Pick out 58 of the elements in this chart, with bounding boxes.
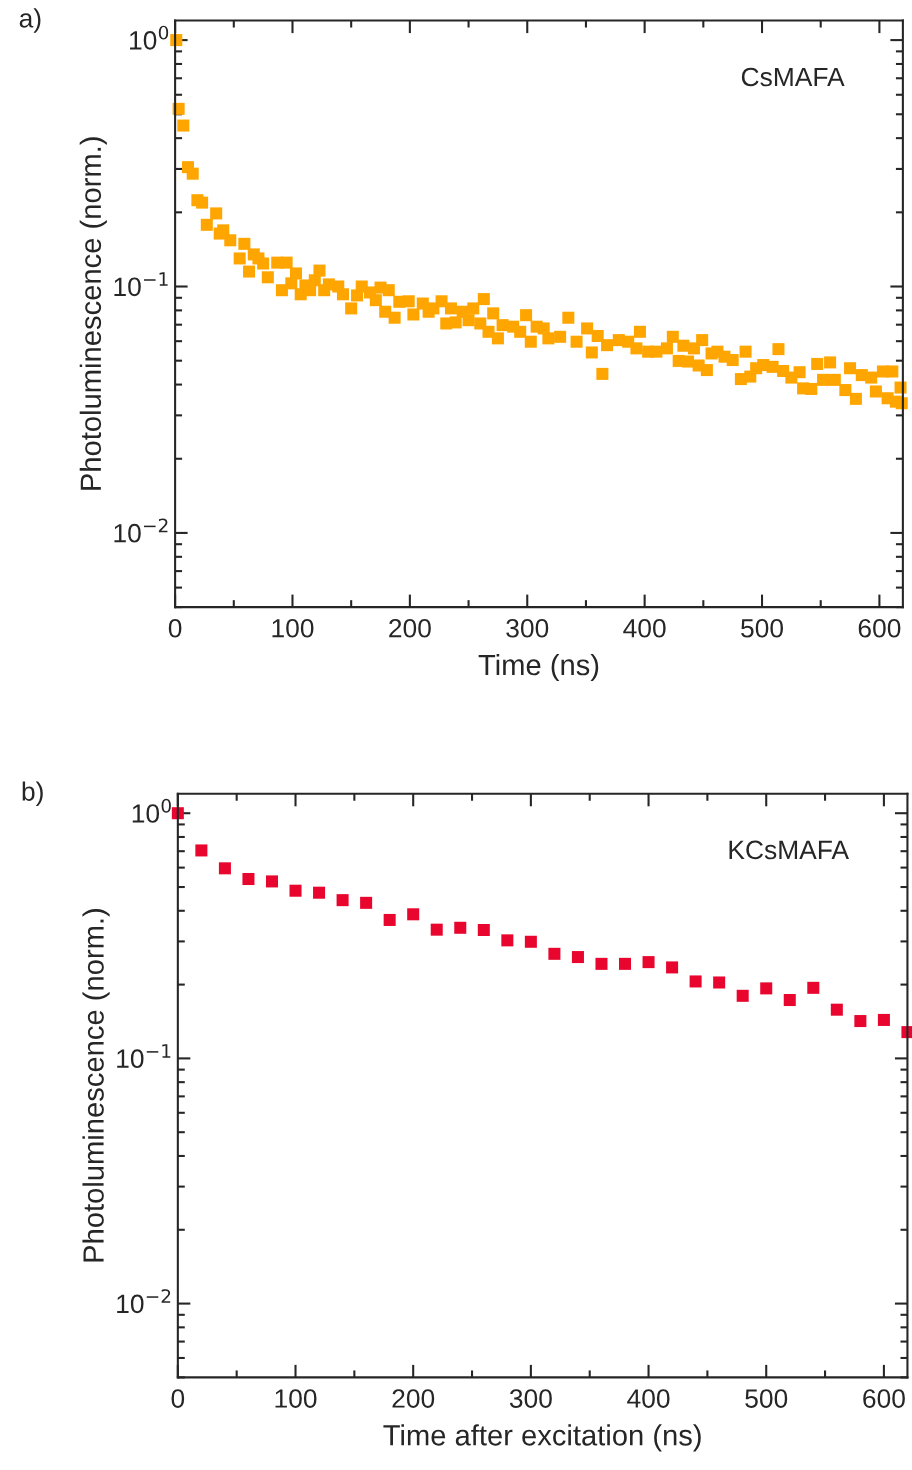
point <box>666 961 679 974</box>
x-tick-label: 0 <box>168 618 182 638</box>
y-axis-title: Photoluminescence (norm.) <box>79 137 107 490</box>
x-tick-label: 300 <box>509 1389 552 1408</box>
x-tick-label: 500 <box>741 618 783 638</box>
point <box>501 934 514 947</box>
annotation: KCsMAFA <box>729 840 850 860</box>
point <box>524 935 537 948</box>
y-tick-label: 10$^{−1}$ <box>117 1044 171 1069</box>
point <box>619 957 632 970</box>
x-tick-label: 600 <box>863 1389 905 1408</box>
point <box>477 923 490 936</box>
text: a) <box>19 8 41 33</box>
point <box>783 994 796 1007</box>
point <box>713 976 726 989</box>
y-tick-label: 10$^{−2}$ <box>117 1289 171 1314</box>
point <box>642 956 655 969</box>
annotation: CsMAFA <box>741 67 845 87</box>
point <box>289 884 302 897</box>
x-axis-title: Time after excitation (ns) <box>383 1424 701 1452</box>
point <box>760 982 773 995</box>
point <box>548 947 561 960</box>
point <box>854 1015 867 1028</box>
x-tick-label: 200 <box>389 618 431 638</box>
y-tick-label: 10$^{−2}$ <box>114 518 168 543</box>
x-tick-label: 200 <box>392 1389 435 1408</box>
y-axis-title: Photoluminescence (norm.) <box>82 909 110 1262</box>
y-tick-label: 10$^{−1}$ <box>114 272 168 297</box>
text: b) <box>22 781 43 807</box>
point <box>383 913 396 926</box>
y-tick-label: 10$^{0}$ <box>130 25 169 50</box>
point <box>877 1013 890 1026</box>
point <box>336 894 349 907</box>
point <box>407 908 420 921</box>
x-tick-label: 600 <box>858 618 901 638</box>
x-tick-label: 500 <box>745 1389 788 1408</box>
point <box>360 896 373 909</box>
point <box>689 975 702 988</box>
point <box>242 873 255 886</box>
point <box>830 1003 843 1016</box>
x-tick-label: 100 <box>275 1389 317 1408</box>
y-tick-label: 10$^{0}$ <box>132 798 171 823</box>
point <box>195 844 208 857</box>
x-tick-label: 300 <box>506 618 549 638</box>
x-tick-label: 0 <box>171 1389 185 1408</box>
point <box>430 923 443 936</box>
point <box>265 875 278 888</box>
x-axis-title: Time (ns) <box>478 653 599 682</box>
point <box>313 886 326 899</box>
x-tick-label: 100 <box>272 618 314 638</box>
x-tick-label: 400 <box>623 618 666 638</box>
point <box>454 921 467 934</box>
point <box>571 951 584 964</box>
point <box>218 862 231 875</box>
point <box>595 957 608 970</box>
point <box>736 989 749 1002</box>
x-tick-label: 400 <box>627 1389 670 1408</box>
point <box>807 981 820 994</box>
